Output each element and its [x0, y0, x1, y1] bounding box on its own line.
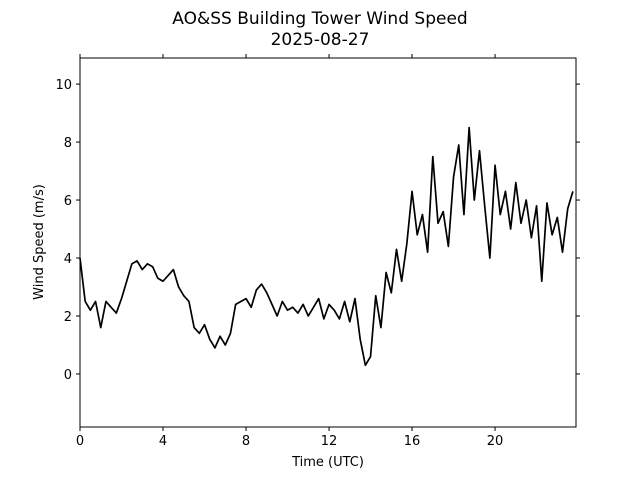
chart-title: AO&SS Building Tower Wind Speed	[172, 9, 467, 29]
x-tick-label: 4	[159, 434, 167, 449]
y-tick-label: 0	[64, 368, 72, 383]
x-tick-label: 12	[321, 434, 338, 449]
x-tick-label: 0	[76, 434, 84, 449]
y-tick-label: 2	[64, 310, 72, 325]
x-tick-label: 16	[404, 434, 421, 449]
data-line	[79, 126, 574, 367]
x-axis-label: Time (UTC)	[291, 455, 364, 470]
y-tick-label: 6	[64, 194, 72, 209]
y-tick-label: 4	[64, 252, 72, 267]
y-tick-label: 10	[55, 78, 72, 93]
y-tick-label: 8	[64, 136, 72, 151]
x-tick-label: 8	[242, 434, 250, 449]
chart-subtitle: 2025-08-27	[271, 30, 370, 50]
x-tick-label: 20	[487, 434, 504, 449]
y-axis-label: Wind Speed (m/s)	[32, 184, 47, 300]
plot-frame	[79, 57, 577, 428]
